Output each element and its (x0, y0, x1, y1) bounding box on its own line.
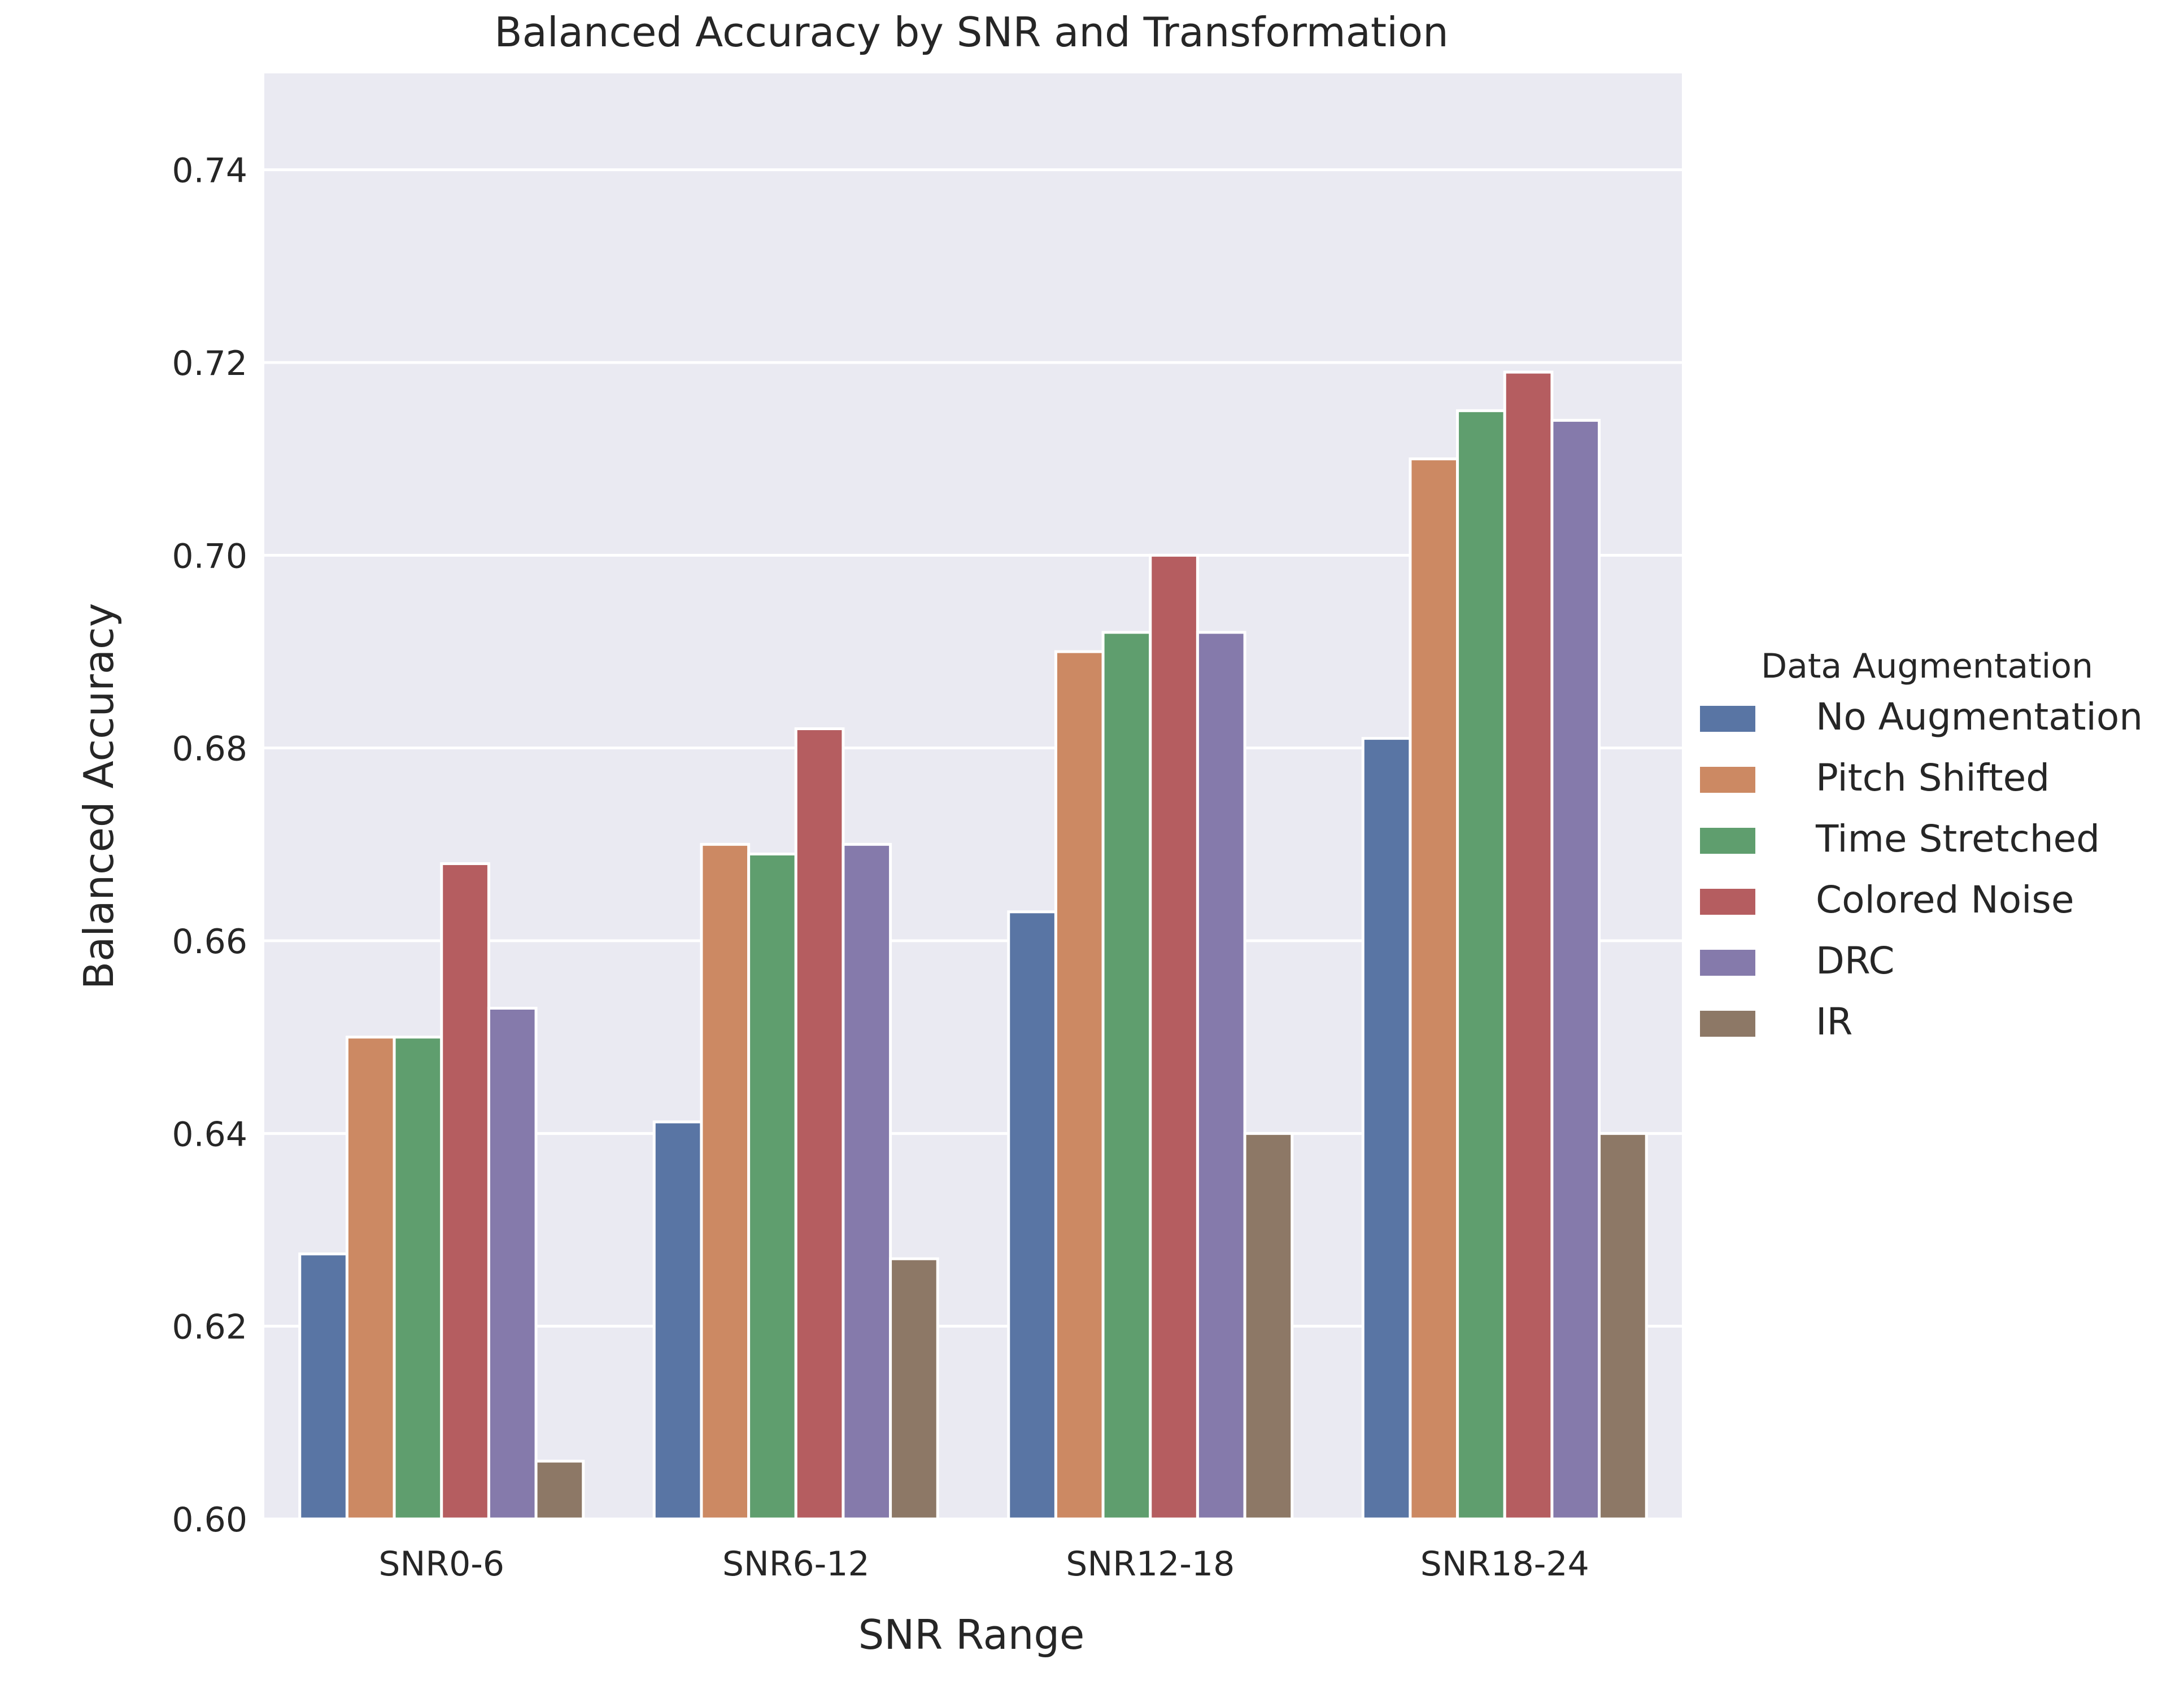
bar-pitch-shifted-snr12-18 (1054, 650, 1105, 1521)
legend-swatch (1700, 1011, 1755, 1037)
bar-ir-snr0-6 (534, 1460, 585, 1521)
y-tick-label: 0.64 (172, 1115, 247, 1154)
x-tick-label: SNR6-12 (722, 1544, 870, 1584)
bar-pitch-shifted-snr18-24 (1409, 457, 1459, 1521)
bar-colored-noise-snr12-18 (1149, 553, 1199, 1521)
legend-label: IR (1816, 1000, 1852, 1044)
legend-label: Colored Noise (1816, 878, 2074, 922)
chart-title: Balanced Accuracy by SNR and Transformat… (494, 8, 1449, 56)
bar-no-augmentation-snr12-18 (1007, 910, 1057, 1521)
legend-label: Time Stretched (1815, 817, 2100, 861)
y-tick-label: 0.70 (172, 536, 247, 576)
y-axis-ticks: 0.60 0.62 0.64 0.66 0.68 0.70 0.72 0.74 (172, 151, 247, 1540)
bar-drc-snr12-18 (1196, 631, 1246, 1521)
y-tick-label: 0.66 (172, 922, 247, 962)
bar-no-augmentation-snr6-12 (652, 1120, 703, 1521)
bar-time-stretched-snr18-24 (1456, 409, 1506, 1521)
legend-label: DRC (1816, 939, 1894, 983)
bar-colored-noise-snr0-6 (440, 862, 490, 1521)
legend-swatch (1700, 950, 1755, 976)
y-tick-label: 0.68 (172, 730, 247, 769)
legend-swatch (1700, 889, 1755, 915)
legend-label: Pitch Shifted (1816, 756, 2050, 800)
x-axis-ticks: SNR0-6 SNR6-12 SNR12-18 SNR18-24 (378, 1544, 1589, 1584)
legend-swatch (1700, 828, 1755, 854)
bar-ir-snr18-24 (1598, 1132, 1648, 1521)
legend: Data Augmentation No Augmentation Pitch S… (1700, 647, 2143, 1044)
bars (298, 370, 1648, 1521)
bar-ir-snr6-12 (889, 1257, 939, 1521)
legend-items: No Augmentation Pitch Shifted Time Stretch… (1700, 695, 2143, 1044)
bar-ir-snr12-18 (1243, 1132, 1294, 1521)
bar-time-stretched-snr6-12 (747, 852, 797, 1521)
y-tick-label: 0.72 (172, 344, 247, 383)
legend-title: Data Augmentation (1761, 647, 2093, 686)
bar-time-stretched-snr0-6 (393, 1036, 443, 1521)
bar-drc-snr0-6 (487, 1006, 538, 1521)
legend-swatch (1700, 767, 1755, 793)
bar-time-stretched-snr12-18 (1101, 631, 1152, 1521)
bar-drc-snr6-12 (842, 842, 892, 1521)
legend-label: No Augmentation (1816, 695, 2143, 739)
x-tick-label: SNR0-6 (378, 1544, 504, 1584)
bar-drc-snr18-24 (1550, 418, 1601, 1521)
x-tick-label: SNR18-24 (1420, 1544, 1589, 1584)
bar-no-augmentation-snr18-24 (1361, 737, 1412, 1521)
y-tick-label: 0.60 (172, 1500, 247, 1540)
bar-colored-noise-snr18-24 (1503, 370, 1554, 1521)
bar-colored-noise-snr6-12 (794, 727, 845, 1521)
x-axis-label: SNR Range (858, 1611, 1085, 1658)
y-axis-label: Balanced Accuracy (75, 603, 123, 989)
bar-pitch-shifted-snr6-12 (700, 842, 751, 1521)
bar-pitch-shifted-snr0-6 (345, 1036, 396, 1521)
y-tick-label: 0.62 (172, 1308, 247, 1347)
legend-swatch (1700, 706, 1755, 732)
bar-no-augmentation-snr0-6 (298, 1252, 348, 1521)
x-tick-label: SNR12-18 (1066, 1544, 1235, 1584)
y-tick-label: 0.74 (172, 151, 247, 191)
